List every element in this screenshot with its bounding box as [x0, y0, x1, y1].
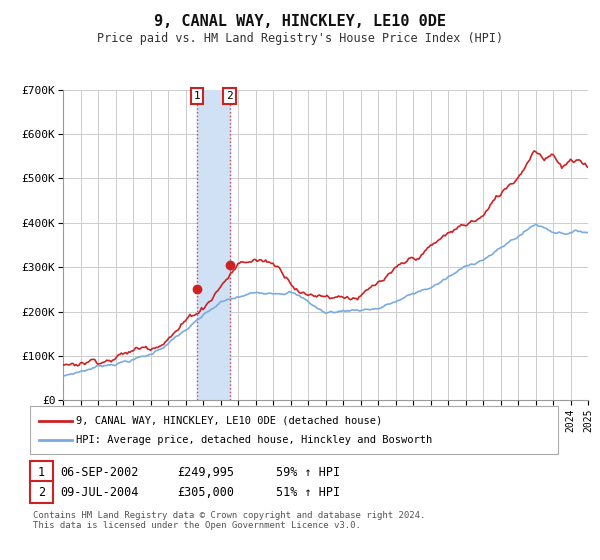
Text: 06-SEP-2002: 06-SEP-2002: [60, 465, 139, 479]
Text: HPI: Average price, detached house, Hinckley and Bosworth: HPI: Average price, detached house, Hinc…: [76, 435, 433, 445]
Text: Price paid vs. HM Land Registry's House Price Index (HPI): Price paid vs. HM Land Registry's House …: [97, 32, 503, 45]
Text: 51% ↑ HPI: 51% ↑ HPI: [276, 486, 340, 499]
Text: 1: 1: [194, 91, 200, 101]
Text: 1: 1: [38, 465, 45, 479]
Text: £305,000: £305,000: [177, 486, 234, 499]
Text: 2: 2: [38, 486, 45, 499]
Text: 9, CANAL WAY, HINCKLEY, LE10 0DE: 9, CANAL WAY, HINCKLEY, LE10 0DE: [154, 14, 446, 29]
Text: £249,995: £249,995: [177, 465, 234, 479]
Text: 09-JUL-2004: 09-JUL-2004: [60, 486, 139, 499]
Text: Contains HM Land Registry data © Crown copyright and database right 2024.
This d: Contains HM Land Registry data © Crown c…: [33, 511, 425, 530]
Bar: [197, 90, 230, 400]
Text: 9, CANAL WAY, HINCKLEY, LE10 0DE (detached house): 9, CANAL WAY, HINCKLEY, LE10 0DE (detach…: [76, 416, 382, 426]
Text: 59% ↑ HPI: 59% ↑ HPI: [276, 465, 340, 479]
Text: 2: 2: [226, 91, 233, 101]
